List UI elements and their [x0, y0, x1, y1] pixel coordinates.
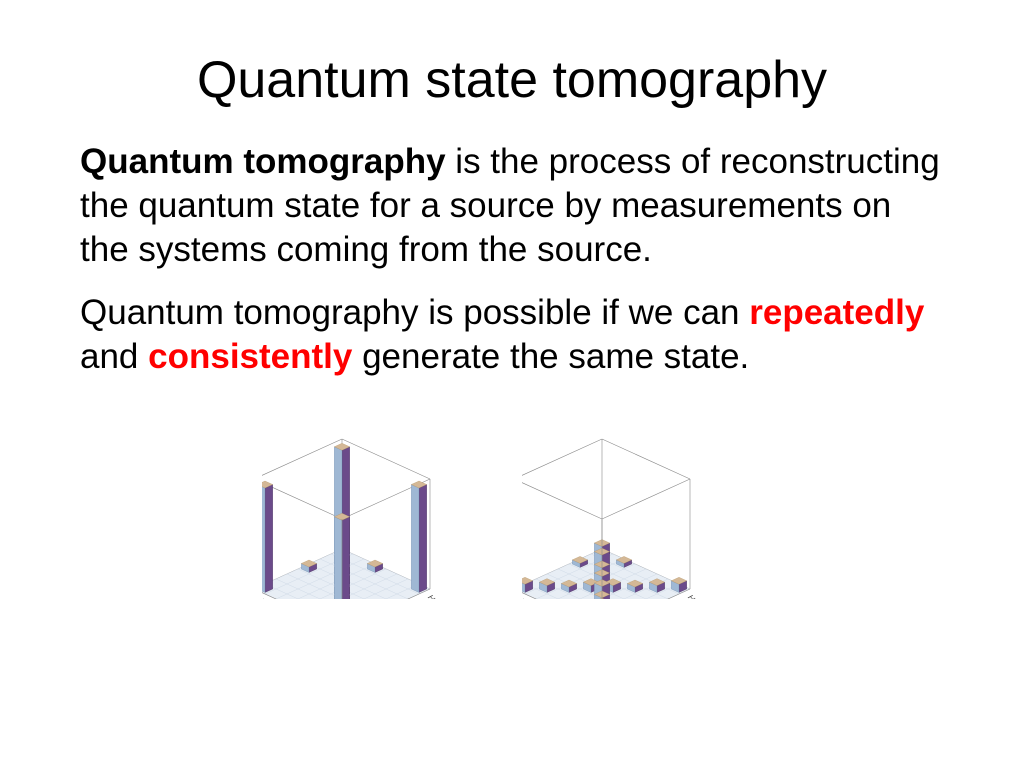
p2-mid: and	[80, 337, 148, 376]
svg-text:HHV: HHV	[262, 597, 269, 599]
chart-row: 00.20.40.60.8HHHHHHHHVHHVHVHHVHHVVHVVVHH…	[80, 399, 944, 599]
emph-repeatedly: repeatedly	[749, 293, 924, 332]
p2-pre: Quantum tomography is possible if we can	[80, 293, 749, 332]
paragraph-1: Quantum tomography is the process of rec…	[80, 140, 944, 271]
svg-text:HHH: HHH	[426, 593, 444, 599]
density-matrix-chart-1: 00.20.40.60.8HHHHHHHHVHHVHVHHVHHVVHVVVHH…	[262, 399, 502, 599]
emph-consistently: consistently	[148, 337, 352, 376]
density-matrix-chart-2: 00.20.40.60.8HHHHHHHHVHHVHVHHVHHVVHVVVHH…	[522, 399, 762, 599]
svg-text:HHV: HHV	[522, 597, 529, 599]
paragraph-2: Quantum tomography is possible if we can…	[80, 291, 944, 379]
svg-text:HHH: HHH	[686, 593, 704, 599]
p2-post: generate the same state.	[352, 337, 749, 376]
bold-term: Quantum tomography	[80, 142, 446, 181]
slide: Quantum state tomography Quantum tomogra…	[0, 0, 1024, 768]
slide-title: Quantum state tomography	[80, 50, 944, 110]
